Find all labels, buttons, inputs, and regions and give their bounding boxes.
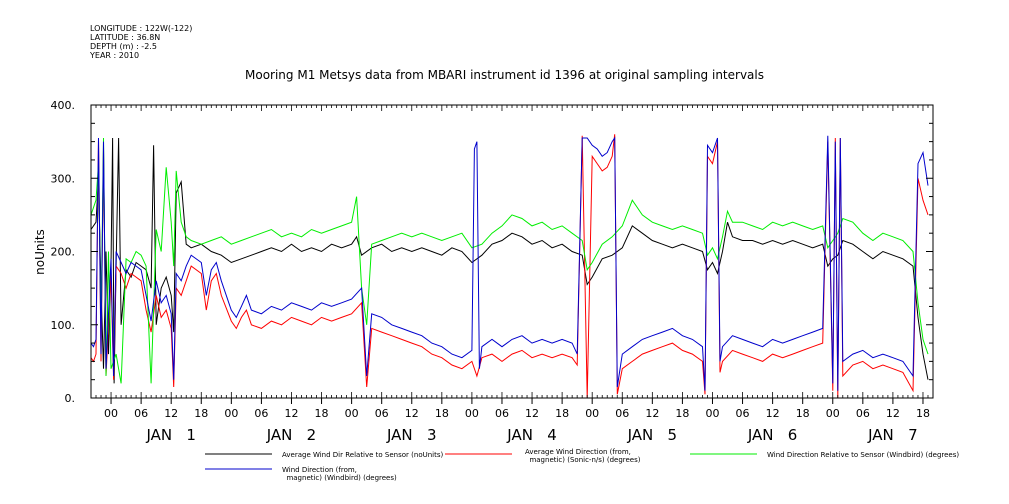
- year-label: YEAR : 2010: [90, 51, 140, 60]
- x-tick-label: 18: [435, 407, 449, 420]
- x-tick-label: 06: [495, 407, 509, 420]
- x-tick-label: 12: [164, 407, 178, 420]
- legend-label-green: Wind Direction Relative to Sensor (Windb…: [767, 451, 960, 459]
- x-tick-label: 18: [796, 407, 810, 420]
- x-tick-label: 06: [615, 407, 629, 420]
- x-tick-label: 00: [465, 407, 479, 420]
- x-tick-label: 00: [585, 407, 599, 420]
- y-tick-label: 100.: [51, 319, 76, 332]
- x-day-label: JAN 5: [627, 426, 678, 444]
- x-tick-label: 12: [405, 407, 419, 420]
- legend-label-blue: Wind Direction (from, magnetic) (Windbir…: [282, 466, 397, 482]
- y-tick-label: 400.: [51, 99, 76, 112]
- latitude-label: LATITUDE : 36.8N: [90, 33, 161, 42]
- x-tick-label: 00: [705, 407, 719, 420]
- x-tick-label: 00: [104, 407, 118, 420]
- y-axis-label: noUnits: [33, 229, 47, 275]
- x-tick-label: 18: [675, 407, 689, 420]
- x-tick-label: 12: [525, 407, 539, 420]
- series-line-2: [90, 137, 929, 384]
- x-tick-label: 12: [284, 407, 298, 420]
- chart-title: Mooring M1 Metsys data from MBARI instru…: [245, 68, 764, 82]
- x-tick-label: 06: [856, 407, 870, 420]
- x-tick-label: 00: [826, 407, 840, 420]
- x-day-label: JAN 4: [506, 426, 557, 444]
- longitude-label: LONGITUDE : 122W(-122): [90, 24, 193, 33]
- x-day-label: JAN 3: [386, 426, 437, 444]
- x-tick-label: 18: [315, 407, 329, 420]
- series-line-0: [90, 137, 929, 384]
- x-tick-label: 12: [886, 407, 900, 420]
- legend-label-red: Average Wind Direction (from, magnetic) …: [525, 448, 641, 464]
- x-day-label: JAN 7: [867, 426, 918, 444]
- x-day-label: JAN 6: [747, 426, 798, 444]
- x-tick-label: 18: [555, 407, 569, 420]
- x-day-label: JAN 2: [266, 426, 317, 444]
- x-tick-label: 06: [254, 407, 268, 420]
- x-tick-label: 06: [736, 407, 750, 420]
- x-tick-label: 12: [645, 407, 659, 420]
- y-tick-label: 0.: [65, 392, 76, 405]
- series-line-1: [90, 134, 929, 399]
- x-tick-label: 00: [345, 407, 359, 420]
- y-tick-label: 200.: [51, 246, 76, 259]
- depth-label: DEPTH (m) : -2.5: [90, 42, 157, 51]
- series-line-3: [90, 135, 929, 391]
- x-tick-label: 06: [134, 407, 148, 420]
- x-tick-label: 18: [194, 407, 208, 420]
- x-tick-label: 12: [766, 407, 780, 420]
- x-tick-label: 18: [916, 407, 930, 420]
- x-tick-label: 06: [375, 407, 389, 420]
- x-day-label: JAN 1: [145, 426, 196, 444]
- y-tick-label: 300.: [51, 172, 76, 185]
- x-tick-label: 00: [224, 407, 238, 420]
- legend-label-black: Average Wind Dir Relative to Sensor (noU…: [282, 451, 444, 459]
